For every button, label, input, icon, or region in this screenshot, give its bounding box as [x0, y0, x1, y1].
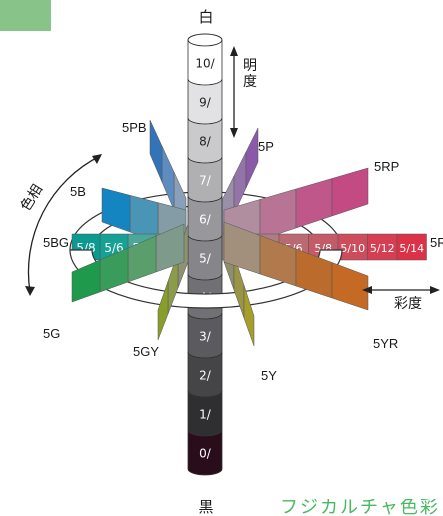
- value-step-label-0: 10/: [195, 57, 215, 71]
- value-step-label-8: 2/: [199, 369, 212, 383]
- watermark-text: フジカルチャ色彩: [280, 499, 440, 516]
- fin-5rp-segment-2: [259, 188, 297, 241]
- value-axis-label: 明 度: [243, 58, 261, 90]
- white-label: 白: [198, 8, 213, 26]
- right-strip-label-7: 5/14: [399, 242, 424, 255]
- fin-5g-segment-4: [71, 259, 101, 303]
- fin-5pb-segment-3: [149, 119, 163, 183]
- value-arrow: [230, 46, 238, 138]
- value-step-10: [187, 429, 223, 476]
- hue-label-5p: 5P: [258, 139, 274, 154]
- right-strip-swatch-5: [337, 233, 368, 261]
- fin-5b-segment-3: [101, 187, 131, 233]
- value-step-label-1: 9/: [199, 96, 212, 110]
- value-step-label-3: 7/: [199, 174, 212, 188]
- value-axis-cylinder: 10/9/8/7/6/5/4/3/2/1/0/: [187, 33, 223, 476]
- fin-5gy-segment-3: [157, 281, 169, 341]
- hue-axis-label: 色相: [17, 181, 46, 214]
- value-step-label-5: 5/: [199, 252, 212, 266]
- fin-5rp-segment-3: [295, 178, 333, 229]
- fin-5y-segment-3: [243, 285, 255, 347]
- hue-label-5g: 5G: [43, 326, 60, 341]
- value-step-label-7: 3/: [199, 330, 212, 344]
- black-label: 黒: [198, 498, 213, 516]
- value-step-label-2: 8/: [199, 135, 212, 149]
- hue-label-5b: 5B: [70, 184, 86, 199]
- hue-label-5r: 5R: [430, 235, 443, 250]
- value-step-label-10: 0/: [199, 447, 212, 461]
- value-step-label-4: 6/: [199, 213, 212, 227]
- fin-5p-segment-3: [245, 127, 259, 189]
- corner-tab: [0, 0, 51, 31]
- fin-5rp-segment-4: [331, 167, 369, 217]
- value-step-label-9: 1/: [199, 408, 212, 422]
- hue-arrow: [25, 154, 102, 296]
- hue-label-5gy: 5GY: [133, 344, 159, 359]
- hue-label-5pb: 5PB: [122, 120, 147, 135]
- hue-label-5yr: 5YR: [373, 336, 398, 351]
- hue-label-5y: 5Y: [261, 368, 277, 383]
- right-strip-swatch-7: [396, 233, 427, 261]
- fin-5yr-segment-4: [331, 262, 369, 311]
- chroma-arrow: [362, 286, 440, 294]
- hue-label-5rp: 5RP: [374, 159, 399, 174]
- hue-label-5bg: 5BG: [43, 235, 69, 250]
- back-hue-fins: [101, 119, 369, 253]
- hue-ring-front: [69, 249, 343, 309]
- chroma-axis-label: 彩度: [394, 296, 422, 312]
- right-strip-label-6: 5/12: [370, 242, 395, 255]
- front-hue-fins: [71, 221, 369, 347]
- right-strip-label-5: 5/10: [340, 242, 365, 255]
- right-strip-swatch-6: [367, 233, 398, 261]
- left-strip-label-3: 5/6: [104, 241, 123, 255]
